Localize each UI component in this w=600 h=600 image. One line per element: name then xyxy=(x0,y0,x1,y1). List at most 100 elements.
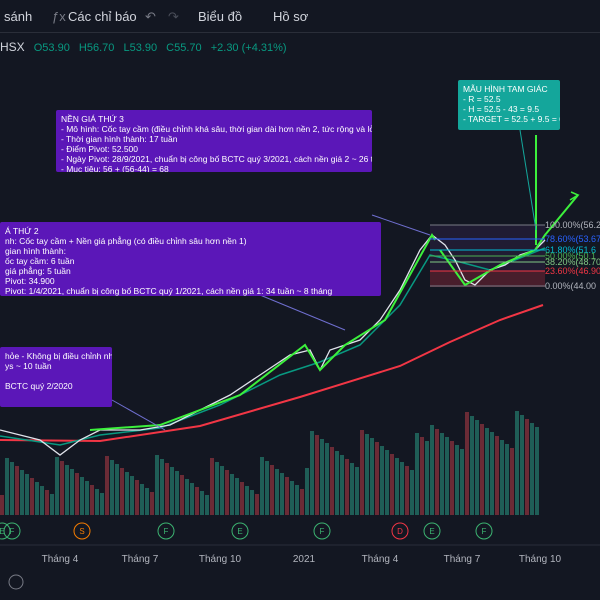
annotation-box[interactable]: hỏe - Không bị điều chỉnh nhiềuys ~ 10 t… xyxy=(0,347,112,407)
x-tick-label: Tháng 4 xyxy=(362,554,399,565)
change: +2.30 (+4.31%) xyxy=(210,42,287,54)
volume-bar xyxy=(180,475,184,515)
compare-button[interactable]: sánh xyxy=(4,9,33,24)
volume-bar xyxy=(250,490,254,515)
annotation-line: - Mục tiêu: 56 + (56-44) = 68 xyxy=(61,164,169,172)
volume-bar xyxy=(525,419,529,515)
volume-bar xyxy=(405,466,409,515)
open: O53.90 xyxy=(33,42,70,54)
volume-bar xyxy=(50,494,54,515)
event-label: F xyxy=(164,527,169,536)
volume-bar xyxy=(75,473,79,515)
annotation-line xyxy=(5,371,107,381)
indicators-button[interactable]: Các chỉ báo xyxy=(68,9,137,24)
connector xyxy=(259,294,346,331)
high: H56.70 xyxy=(78,42,115,54)
annotation-title: Á THỨ 2 xyxy=(5,226,39,236)
x-tick-label: Tháng 10 xyxy=(199,554,242,565)
volume-bar xyxy=(460,449,464,515)
volume-bar xyxy=(105,456,109,515)
volume xyxy=(0,411,539,515)
volume-bar xyxy=(410,470,414,515)
event-badge xyxy=(3,522,21,540)
volume-bar xyxy=(20,470,24,515)
volume-bar xyxy=(165,463,169,515)
arrow-head xyxy=(569,191,580,201)
annotation-line: BCTC quý 2/2020 xyxy=(5,381,73,391)
annotation-box[interactable]: Á THỨ 2 nh: Cốc tay cầm + Nền giá phẳng (… xyxy=(0,222,381,296)
volume-bar xyxy=(100,493,104,515)
volume-bar xyxy=(200,491,204,515)
volume-bar xyxy=(335,451,339,515)
undo[interactable]: ↶ xyxy=(145,9,156,24)
volume-bar xyxy=(395,458,399,515)
volume-bar xyxy=(25,474,29,515)
chart-button[interactable]: Biểu đồ xyxy=(198,9,243,24)
annotation-line: Pivot: 1/4/2021, chuẩn bị công bố BCTC q… xyxy=(5,286,333,296)
connector xyxy=(519,129,537,231)
volume-bar xyxy=(465,412,469,515)
redo[interactable]: ↷ xyxy=(168,9,179,24)
volume-bar xyxy=(385,450,389,515)
annotation-line: - Thời gian hình thành: 17 tuần xyxy=(61,134,178,144)
annotation-box[interactable]: NỀN GIÁ THỨ 3- Mô hình: Cốc tay cầm (điề… xyxy=(56,110,372,172)
volume-bar xyxy=(350,463,354,515)
volume-bar xyxy=(430,425,434,515)
event-badge xyxy=(313,522,331,540)
event-badge xyxy=(73,522,91,540)
volume-bar xyxy=(155,455,159,515)
volume-bar xyxy=(215,462,219,515)
annotation-box[interactable]: MẪU HÌNH TAM GIÁC - R = 52.5- H = 52.5 - … xyxy=(458,80,560,130)
event-badge xyxy=(0,522,11,540)
volume-bar xyxy=(310,431,314,515)
volume-bar xyxy=(160,459,164,515)
volume-bar xyxy=(40,486,44,515)
volume-bar xyxy=(390,454,394,515)
profile-button[interactable]: Hồ sơ xyxy=(273,9,309,24)
volume-bar xyxy=(90,485,94,515)
volume-bar xyxy=(355,467,359,515)
volume-bar xyxy=(65,465,69,515)
x-tick-label: Tháng 7 xyxy=(444,554,481,565)
volume-bar xyxy=(265,461,269,515)
volume-bar xyxy=(285,477,289,515)
volume-bar xyxy=(225,470,229,515)
fib-label: 100.00%(56.2 xyxy=(545,220,600,230)
fib-label: 50.00%(50.1 xyxy=(545,251,596,261)
volume-bar xyxy=(60,461,64,515)
annotation-line: ốc tay cầm: 6 tuần xyxy=(5,256,75,266)
volume-bar xyxy=(270,465,274,515)
volume-bar xyxy=(0,495,4,515)
volume-bar xyxy=(535,427,539,515)
volume-bar xyxy=(325,443,329,515)
connector xyxy=(111,399,166,431)
volume-bar xyxy=(210,458,214,515)
volume-bar xyxy=(455,445,459,515)
volume-bar xyxy=(305,468,309,515)
annotation-line: - Mô hình: Cốc tay cầm (điều chỉnh khá s… xyxy=(61,124,372,134)
event-label: S xyxy=(79,527,84,536)
volume-bar xyxy=(190,483,194,515)
event-label: E xyxy=(237,527,242,536)
fib-label: 78.60%(53.67 xyxy=(545,234,600,244)
x-tick-label: 2021 xyxy=(293,554,316,565)
volume-bar xyxy=(85,481,89,515)
annotation-title: NỀN GIÁ THỨ 3 xyxy=(61,114,124,124)
volume-bar xyxy=(35,482,39,515)
toolbar: sánh ƒx Các chỉ báo ↶ ↷ Biểu đồ Hồ sơ xyxy=(0,0,600,33)
volume-bar xyxy=(120,468,124,515)
volume-bar xyxy=(15,466,19,515)
fib-label: 23.60%(46.90 xyxy=(545,266,600,276)
event-badge xyxy=(391,522,409,540)
volume-bar xyxy=(320,439,324,515)
volume-bar xyxy=(110,460,114,515)
volume-bar xyxy=(500,440,504,515)
volume-bar xyxy=(330,447,334,515)
volume-bar xyxy=(5,458,9,515)
pattern-line xyxy=(439,194,579,287)
volume-bar xyxy=(515,411,519,515)
volume-bar xyxy=(520,415,524,515)
volume-bar xyxy=(95,489,99,515)
volume-bar xyxy=(205,495,209,515)
annotation-line: - H = 52.5 - 43 = 9.5 xyxy=(463,104,540,114)
